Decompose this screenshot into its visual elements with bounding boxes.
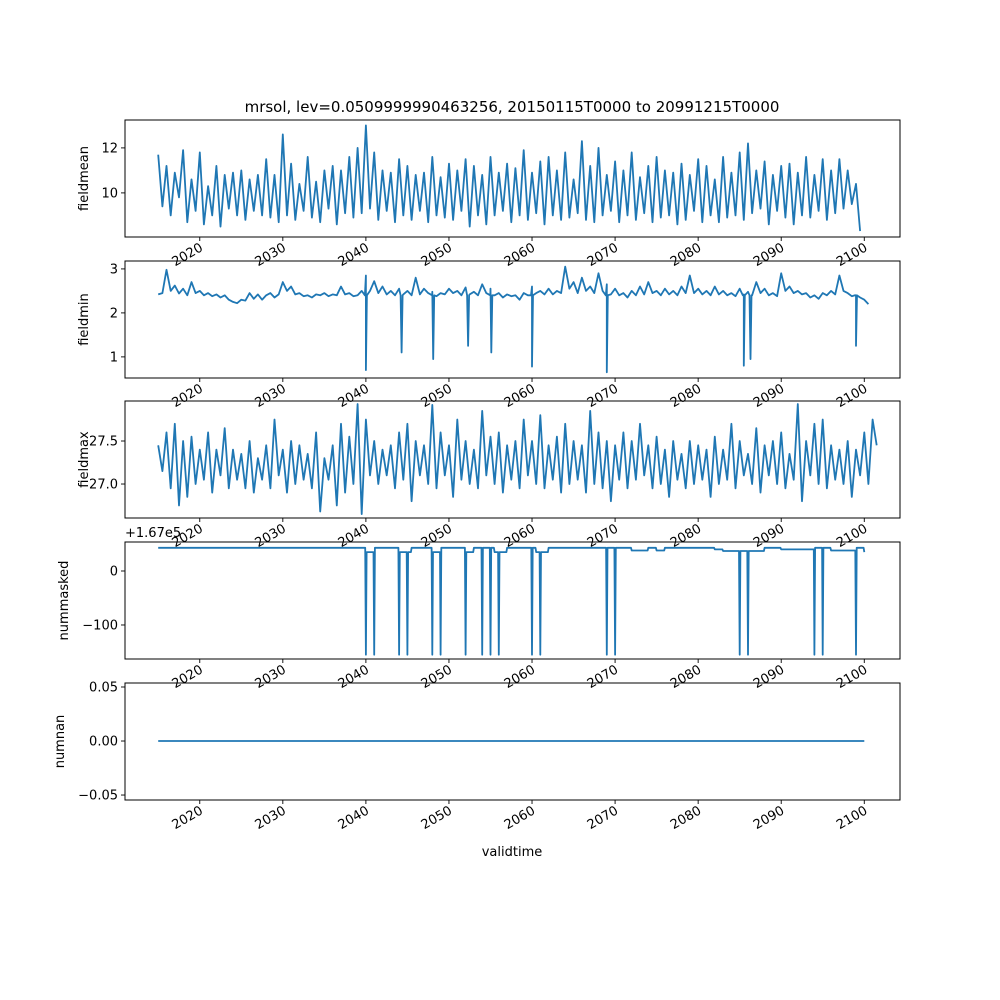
x-tick-label: 2060 xyxy=(502,662,538,692)
x-axis-label: validtime xyxy=(482,845,543,860)
y-tick-label: 0.05 xyxy=(89,680,118,695)
x-tick-label: 2030 xyxy=(253,381,289,411)
y-tick-label: 0 xyxy=(110,564,118,579)
panel-nummasked: 0 −100 nummasked +1.67e5 2020 2030 2040 2050 206… xyxy=(57,526,901,692)
panel-fieldmean: 10 12 fieldmean 2020 2030 2040 2050 2060 2070 208… xyxy=(77,119,901,270)
axes-frame xyxy=(124,119,901,238)
x-tick-label: 2070 xyxy=(585,240,621,270)
x-tick-label: 2060 xyxy=(502,803,538,833)
y-axis-label: fieldmin xyxy=(77,293,92,346)
y-axis-label: numnan xyxy=(53,715,68,769)
x-tick-label: 2040 xyxy=(336,521,372,551)
x-tick-label: 2050 xyxy=(419,521,455,551)
x-tick-label: 2070 xyxy=(585,521,621,551)
x-tick-label: 2090 xyxy=(751,240,787,270)
x-tick-label: 2020 xyxy=(170,803,206,833)
x-tick-label: 2040 xyxy=(336,662,372,692)
x-tick-label: 2020 xyxy=(170,662,206,692)
series-line-fieldmax xyxy=(157,403,878,515)
x-tick-label: 2060 xyxy=(502,381,538,411)
y-tick-label: 3 xyxy=(110,262,118,277)
x-tick-label: 2070 xyxy=(585,381,621,411)
x-tick-label: 2030 xyxy=(253,662,289,692)
y-tick-label: 10 xyxy=(101,186,118,201)
y-axis-label: fieldmean xyxy=(77,146,92,211)
axes-frame xyxy=(124,541,901,660)
x-tick-label: 2050 xyxy=(419,803,455,833)
x-tick-label: 2050 xyxy=(419,662,455,692)
x-tick-label: 2020 xyxy=(170,240,206,270)
x-tick-label: 2070 xyxy=(585,803,621,833)
x-tick-label: 2090 xyxy=(751,381,787,411)
x-tick-label: 2040 xyxy=(336,381,372,411)
x-tick-label: 2080 xyxy=(668,381,704,411)
y-tick-label: −100 xyxy=(82,618,118,633)
x-tick-label: 2090 xyxy=(751,803,787,833)
y-tick-label: 1 xyxy=(110,350,118,365)
x-tick-label: 2100 xyxy=(834,803,870,833)
x-tick-label: 2020 xyxy=(170,381,206,411)
x-tick-label: 2090 xyxy=(751,662,787,692)
x-tick-label: 2060 xyxy=(502,240,538,270)
x-tick-label: 2080 xyxy=(668,803,704,833)
series-line-fieldmean xyxy=(157,124,861,232)
series-line-fieldmin xyxy=(157,265,870,374)
x-tick-label: 2040 xyxy=(336,803,372,833)
x-tick-label: 2040 xyxy=(336,240,372,270)
x-tick-label: 2050 xyxy=(419,240,455,270)
axes-frame xyxy=(124,400,901,519)
y-axis-label: fieldmax xyxy=(77,431,92,488)
x-tick-label: 2070 xyxy=(585,662,621,692)
x-tick-label: 2060 xyxy=(502,521,538,551)
x-tick-label: 2100 xyxy=(834,521,870,551)
y-tick-label: 12 xyxy=(101,141,118,156)
axes-frame xyxy=(124,682,901,801)
x-tick-label: 2030 xyxy=(253,803,289,833)
y-offset-text: +1.67e5 xyxy=(125,526,181,541)
axes-frame xyxy=(124,260,901,379)
y-tick-label: −0.05 xyxy=(78,789,118,804)
x-tick-label: 2030 xyxy=(253,521,289,551)
x-tick-label: 2090 xyxy=(751,521,787,551)
y-tick-label: 2 xyxy=(110,306,118,321)
y-axis-label: nummasked xyxy=(57,561,72,641)
y-tick-label: 0.00 xyxy=(89,735,118,750)
x-tick-label: 2100 xyxy=(834,381,870,411)
x-tick-label: 2080 xyxy=(668,240,704,270)
panel-numnan: 0.05 0.00 −0.05 numnan 2020 2030 2040 2050 2060 2… xyxy=(53,680,901,833)
x-tick-label: 2030 xyxy=(253,240,289,270)
x-tick-label: 2050 xyxy=(419,381,455,411)
y-tick-label: 27.5 xyxy=(89,435,118,450)
x-tick-label: 2100 xyxy=(834,662,870,692)
series-line-nummasked xyxy=(158,546,866,656)
chart-title: mrsol, lev=0.0509999990463256, 20150115T… xyxy=(245,98,780,116)
panel-fieldmin: 1 2 3 fieldmin 2020 2030 2040 2050 2060 2070 2080 2… xyxy=(77,260,901,411)
x-tick-label: 2080 xyxy=(668,521,704,551)
x-tick-label: 2100 xyxy=(834,240,870,270)
x-tick-label: 2080 xyxy=(668,662,704,692)
y-tick-label: 27.0 xyxy=(89,478,118,493)
